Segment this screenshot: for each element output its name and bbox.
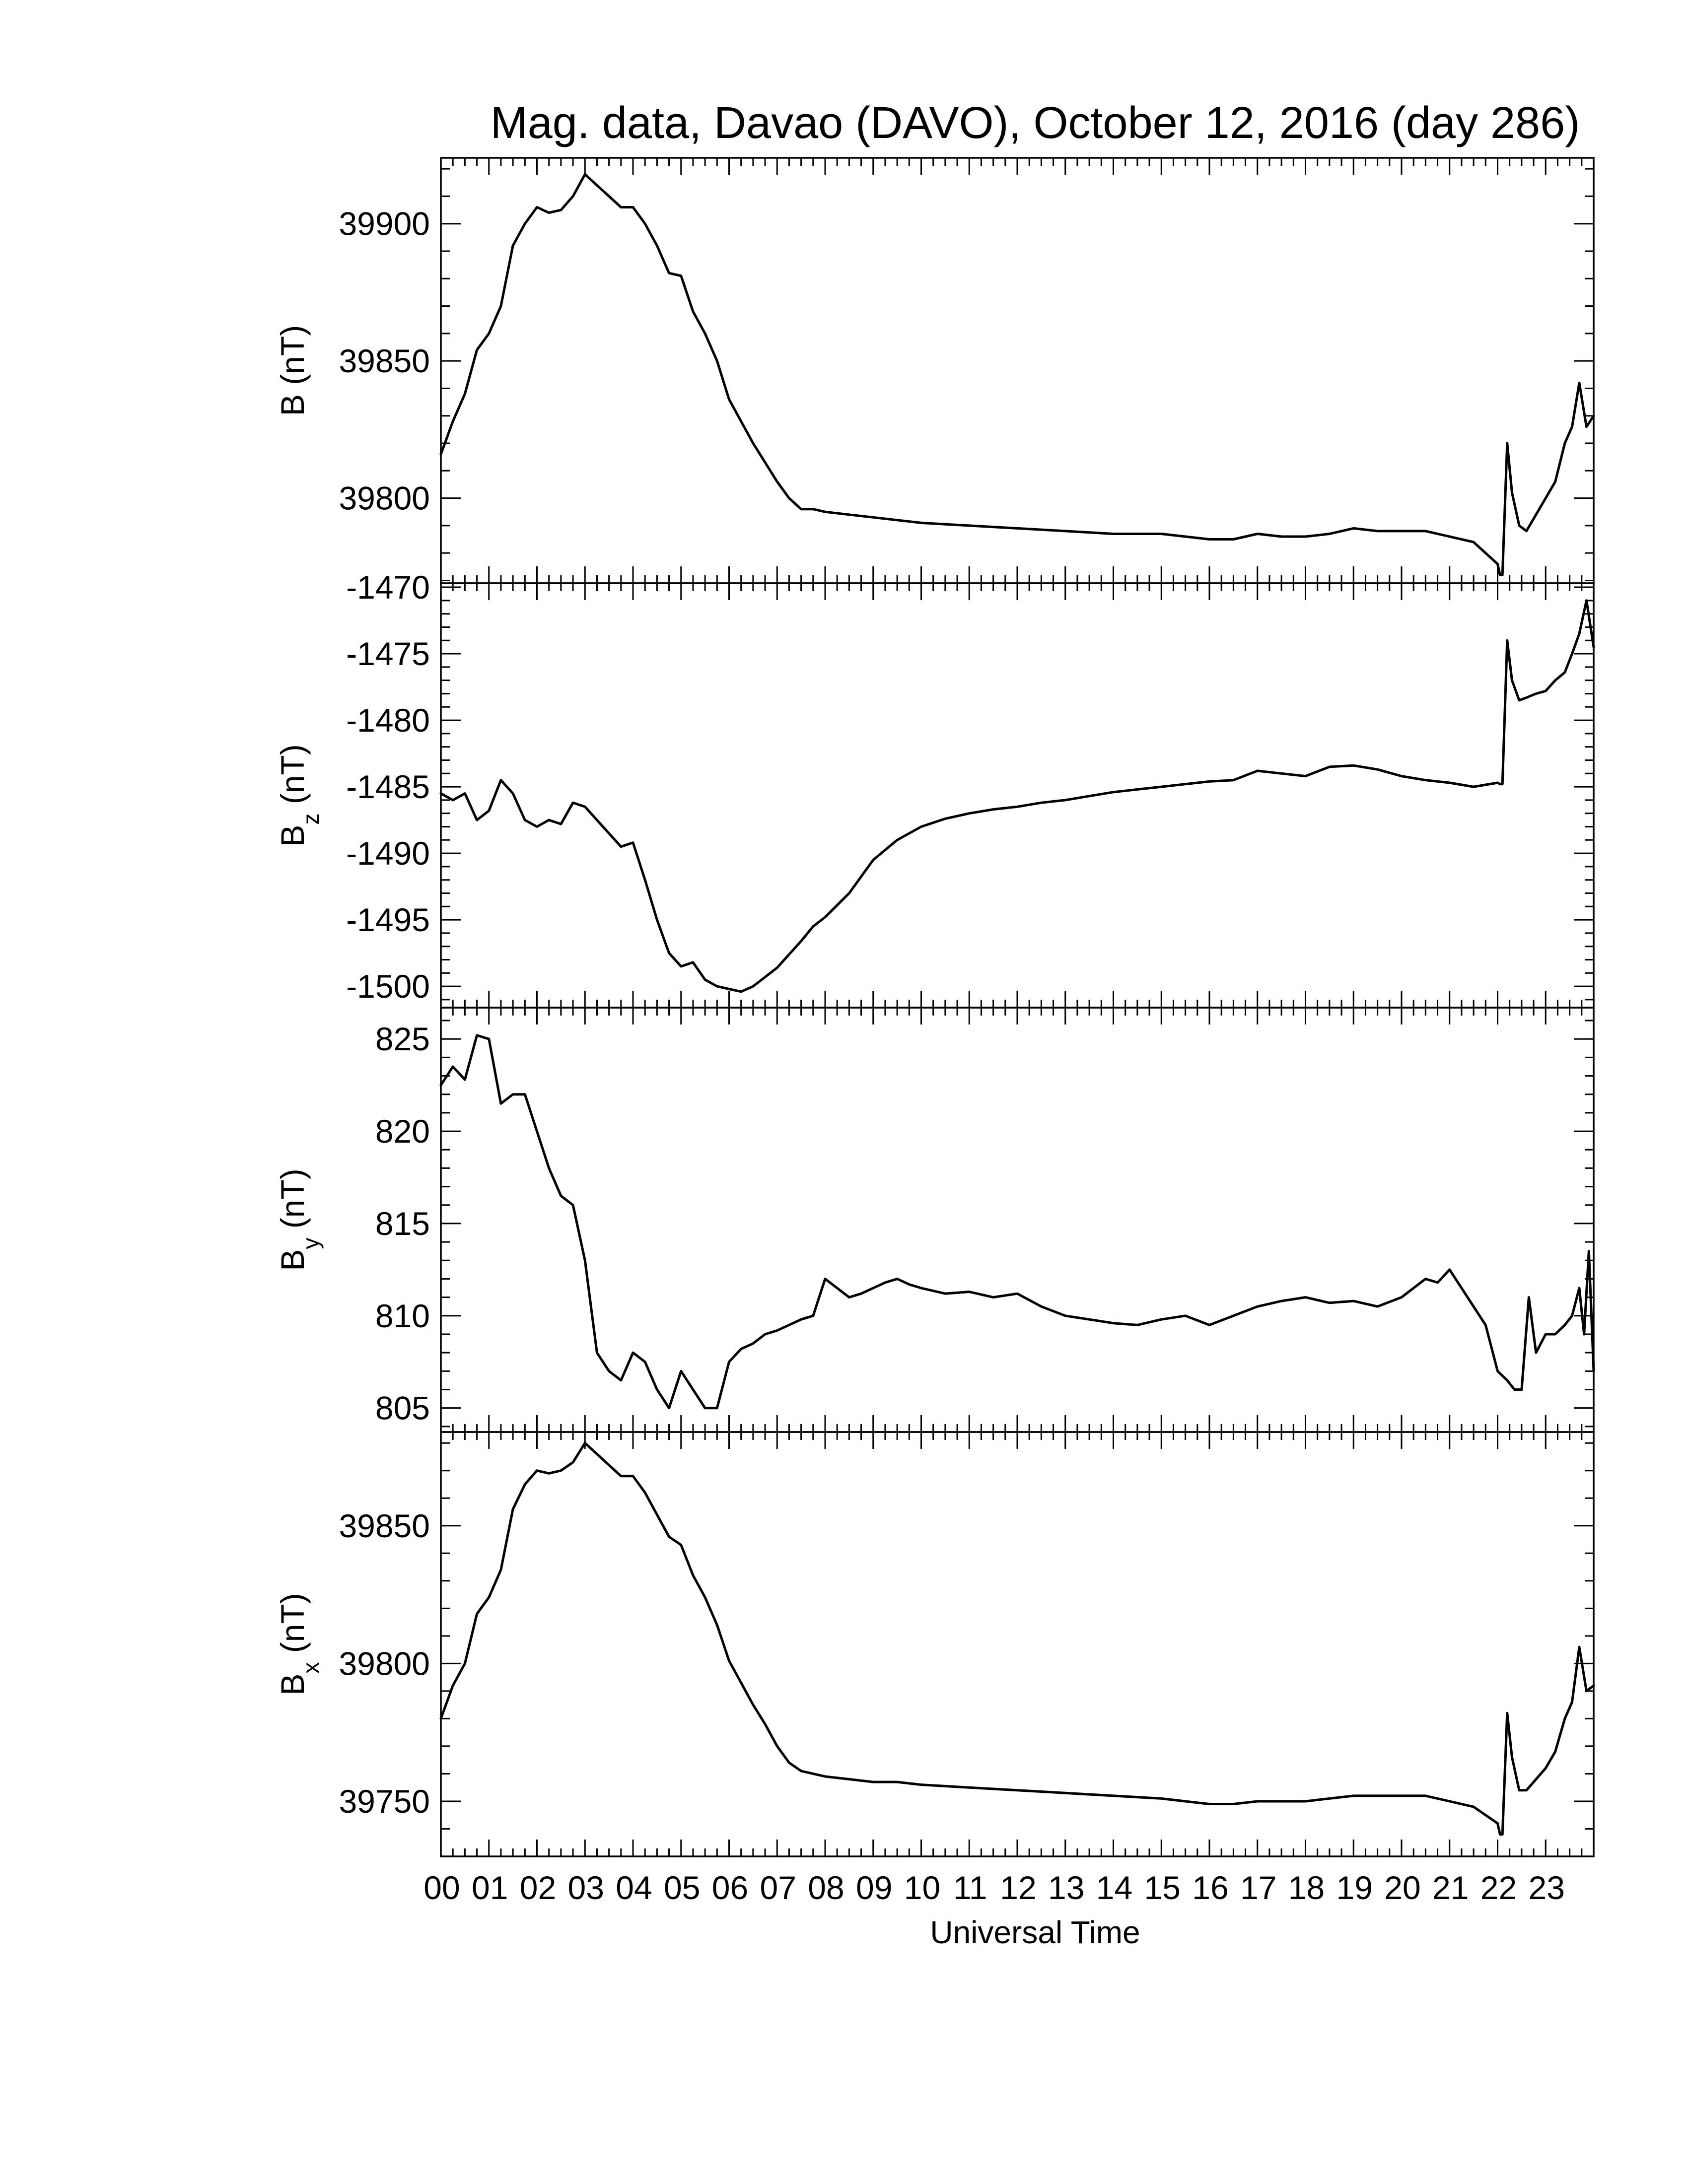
x-tick-label: 18 <box>1288 1869 1325 1906</box>
x-axis: 00 01 02 03 04 05 06 07 08 09 10 11 12 13 14 15 16 17 18 19… <box>423 1869 1565 1906</box>
y-tick-label: 810 <box>375 1297 430 1334</box>
y-tick-label: -1485 <box>346 768 430 805</box>
x-tick-label: 01 <box>472 1869 508 1906</box>
y-tick-label: -1480 <box>346 702 430 739</box>
x-tick-label: 14 <box>1096 1869 1132 1906</box>
x-tick-label: 17 <box>1240 1869 1276 1906</box>
x-tick-label: 22 <box>1480 1869 1517 1906</box>
y-tick-label: 805 <box>375 1390 430 1427</box>
y-axis-label: B (nT) <box>274 325 311 416</box>
x-tick-label: 20 <box>1384 1869 1420 1906</box>
x-tick-label: 08 <box>808 1869 844 1906</box>
x-axis-label: Universal Time <box>930 1914 1140 1950</box>
y-tick-label: 815 <box>375 1205 430 1242</box>
y-tick-label: 39800 <box>339 1645 430 1682</box>
series-line-0 <box>439 173 1595 576</box>
x-tick-label: 21 <box>1432 1869 1469 1906</box>
panel-0: 39800 39850 39900 B (nT) <box>274 157 1595 584</box>
y-tick-label: 39800 <box>339 480 430 517</box>
x-tick-label: 10 <box>904 1869 940 1906</box>
y-axis-label: Bx (nT) <box>274 1593 324 1695</box>
y-axis-label: Bz (nT) <box>274 744 324 846</box>
y-axis-label-main: B <box>274 825 311 847</box>
chart-title: Mag. data, Davao (DAVO), October 12, 201… <box>491 98 1580 148</box>
y-tick-label: -1470 <box>346 569 430 606</box>
y-axis-label-sub: z <box>298 814 324 825</box>
y-axis-label-unit: (nT) <box>274 1593 311 1662</box>
x-tick-label: 19 <box>1336 1869 1373 1906</box>
y-tick-label: -1490 <box>346 835 430 872</box>
x-tick-label: 13 <box>1048 1869 1084 1906</box>
x-tick-label: 09 <box>856 1869 892 1906</box>
y-tick-label: 39850 <box>339 1507 430 1544</box>
x-tick-label: 11 <box>953 1869 987 1906</box>
x-tick-label: 02 <box>520 1869 556 1906</box>
y-tick-label: 39750 <box>339 1783 430 1820</box>
panel-2: 805 810 815 820 825 By (nT) <box>274 1007 1595 1433</box>
panel-frame <box>440 1431 1595 1857</box>
y-axis-label-unit: (nT) <box>274 1168 311 1237</box>
y-axis-label-main: B <box>274 1674 311 1696</box>
x-tick-label: 15 <box>1144 1869 1181 1906</box>
y-tick-label: -1500 <box>346 968 430 1005</box>
x-tick-label: 06 <box>712 1869 748 1906</box>
y-tick-label: -1475 <box>346 635 430 672</box>
y-axis-label: By (nT) <box>274 1168 324 1271</box>
panel-frame <box>440 157 1595 584</box>
y-axis-label-sub: y <box>298 1238 324 1249</box>
panel-frame <box>440 1007 1595 1433</box>
y-axis-label-unit: (nT) <box>274 325 311 394</box>
x-tick-label: 16 <box>1192 1869 1228 1906</box>
y-axis-label-sub: x <box>298 1662 324 1674</box>
y-tick-label: 39900 <box>339 205 430 242</box>
y-axis-label-unit: (nT) <box>274 744 311 813</box>
series-line-3 <box>439 1441 1595 1836</box>
panels: 39800 39850 39900 B (nT) -1500 -1495 -1490 -148… <box>274 157 1595 1857</box>
y-axis-label-main: B <box>274 1249 311 1271</box>
y-tick-label: 820 <box>375 1113 430 1150</box>
x-tick-label: 12 <box>1000 1869 1036 1906</box>
panel-3: 39750 39800 39850 Bx (nT) <box>274 1431 1595 1857</box>
panel-frame <box>440 582 1595 1009</box>
y-tick-label: -1495 <box>346 901 430 938</box>
x-tick-label: 05 <box>664 1869 700 1906</box>
x-tick-label: 07 <box>760 1869 796 1906</box>
y-axis-label-main: B <box>274 394 311 416</box>
x-tick-label: 23 <box>1529 1869 1565 1906</box>
series-line-2 <box>439 1034 1595 1410</box>
y-tick-label: 39850 <box>339 342 430 379</box>
y-tick-label: 825 <box>375 1021 430 1057</box>
series-line-1 <box>439 599 1595 993</box>
x-tick-label: 00 <box>423 1869 460 1906</box>
x-tick-label: 03 <box>568 1869 604 1906</box>
x-tick-label: 04 <box>616 1869 652 1906</box>
panel-1: -1500 -1495 -1490 -1485 -1480 -1475 -1470 Bz (n… <box>274 569 1595 1009</box>
